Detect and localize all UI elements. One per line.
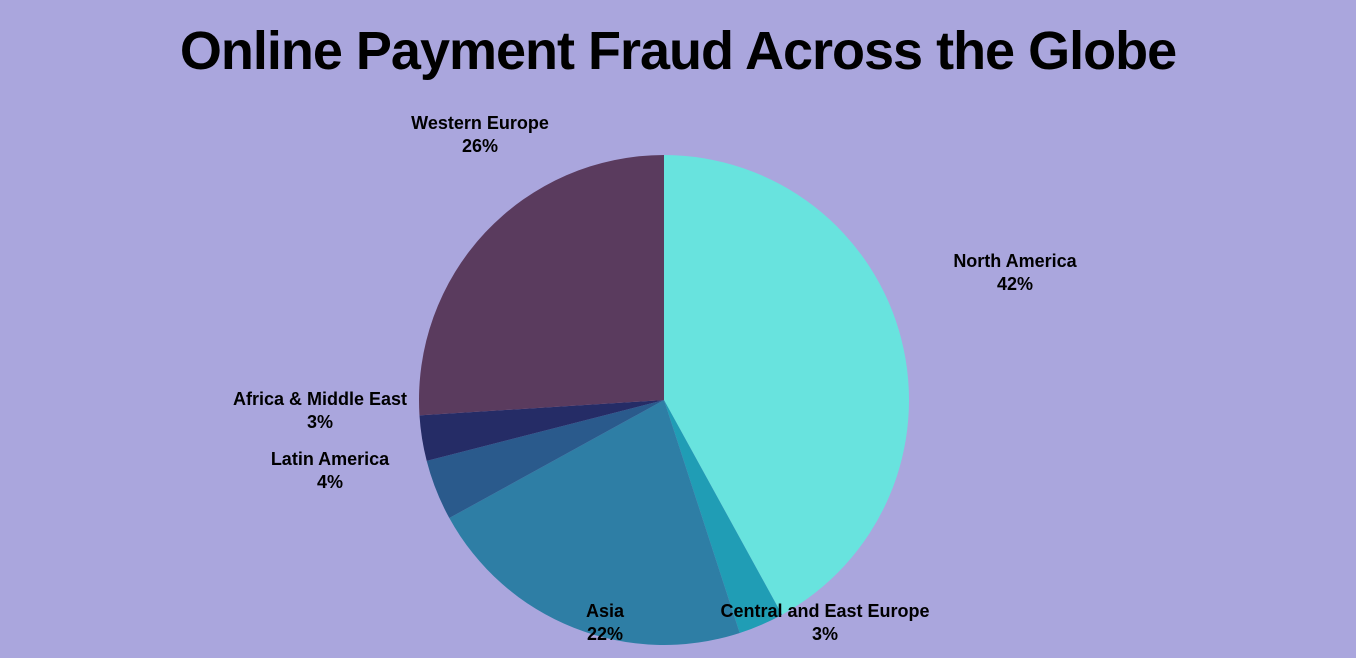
pie-slice-label-value: 42% xyxy=(953,273,1076,296)
chart-title: Online Payment Fraud Across the Globe xyxy=(0,20,1356,82)
pie-slice-label-value: 3% xyxy=(720,623,929,646)
pie-slice xyxy=(419,155,664,415)
pie-chart xyxy=(419,155,909,645)
pie-slice-label-name: Africa & Middle East xyxy=(233,388,407,411)
pie-slice-label-name: Latin America xyxy=(271,448,389,471)
pie-slice-label: Latin America4% xyxy=(271,448,389,493)
pie-slice-label-value: 4% xyxy=(271,471,389,494)
pie-slice-label: Western Europe26% xyxy=(411,112,549,157)
pie-slice-label: North America42% xyxy=(953,250,1076,295)
pie-slice-label: Asia22% xyxy=(586,600,624,645)
pie-slice-label-value: 26% xyxy=(411,135,549,158)
pie-slice-label-value: 3% xyxy=(233,411,407,434)
pie-slice-label-name: Western Europe xyxy=(411,112,549,135)
pie-slice-label: Africa & Middle East3% xyxy=(233,388,407,433)
pie-slice-label-name: Asia xyxy=(586,600,624,623)
pie-slice-label-name: North America xyxy=(953,250,1076,273)
pie-slice-label: Central and East Europe3% xyxy=(720,600,929,645)
pie-slice-label-value: 22% xyxy=(586,623,624,646)
pie-svg xyxy=(419,155,909,645)
pie-slice-label-name: Central and East Europe xyxy=(720,600,929,623)
